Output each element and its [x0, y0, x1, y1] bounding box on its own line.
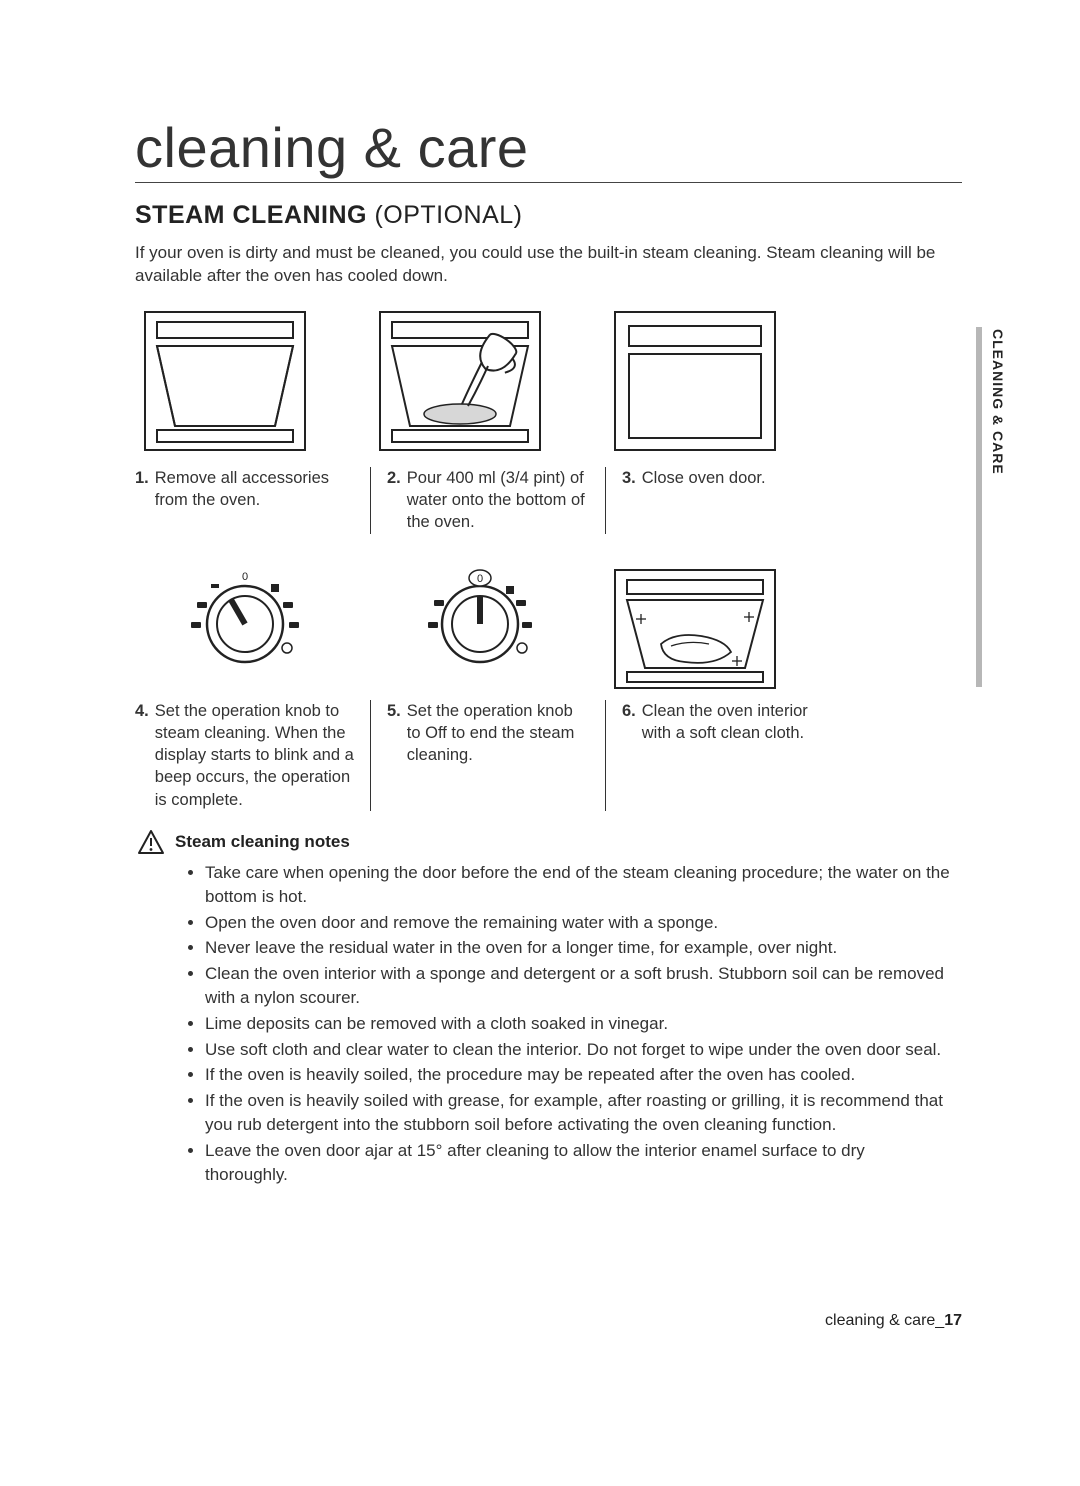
warning-icon — [137, 829, 165, 855]
section-heading: STEAM CLEANING (OPTIONAL) — [135, 201, 962, 230]
illustration-step-6 — [605, 566, 824, 694]
step-5: 5. Set the operation knob to Off to end … — [387, 700, 589, 767]
note-item: Use soft cloth and clear water to clean … — [205, 1038, 962, 1062]
notes-list: Take care when opening the door before t… — [135, 861, 962, 1186]
step-number: 4. — [135, 700, 149, 811]
step-text: Remove all accessories from the oven. — [155, 467, 354, 512]
note-item: Clean the oven interior with a sponge an… — [205, 962, 962, 1010]
section-tab-label: CLEANING & CARE — [990, 329, 1006, 475]
step-text: Close oven door. — [642, 467, 766, 489]
step-number: 1. — [135, 467, 149, 512]
illustration-step-2 — [370, 306, 589, 461]
notes-title: Steam cleaning notes — [175, 832, 350, 852]
step-text: Set the operation knob to Off to end the… — [407, 700, 589, 767]
note-item: Leave the oven door ajar at 15° after cl… — [205, 1139, 962, 1187]
page-footer: cleaning & care_17 — [825, 1312, 962, 1330]
footer-section: cleaning & care_ — [825, 1312, 944, 1329]
step-text: Clean the oven interior with a soft clea… — [642, 700, 824, 745]
step-4: 4. Set the operation knob to steam clean… — [135, 700, 354, 811]
note-item: Never leave the residual water in the ov… — [205, 936, 962, 960]
step-text: Pour 400 ml (3/4 pint) of water onto the… — [407, 467, 589, 534]
illustration-step-3 — [605, 306, 824, 461]
step-text: Set the operation knob to steam cleaning… — [155, 700, 354, 811]
illustration-step-5: 0 — [370, 566, 589, 694]
step-1: 1. Remove all accessories from the oven. — [135, 467, 354, 512]
svg-text:0: 0 — [241, 571, 247, 583]
heading-bold: STEAM CLEANING — [135, 201, 367, 229]
step-number: 6. — [622, 700, 636, 745]
step-2: 2. Pour 400 ml (3/4 pint) of water onto … — [387, 467, 589, 534]
illustration-step-4: 0 — [135, 566, 354, 694]
intro-text: If your oven is dirty and must be cleane… — [135, 242, 962, 288]
note-item: If the oven is heavily soiled with greas… — [205, 1089, 962, 1137]
step-3: 3. Close oven door. — [622, 467, 824, 489]
note-item: Lime deposits can be removed with a clot… — [205, 1012, 962, 1036]
page-title: cleaning & care — [135, 115, 962, 183]
footer-page-number: 17 — [944, 1312, 962, 1329]
svg-text:0: 0 — [476, 573, 482, 585]
heading-rest: (OPTIONAL) — [367, 201, 523, 229]
step-number: 2. — [387, 467, 401, 534]
step-number: 3. — [622, 467, 636, 489]
section-tab: CLEANING & CARE — [976, 327, 1002, 687]
step-6: 6. Clean the oven interior with a soft c… — [622, 700, 824, 745]
illustration-step-1 — [135, 306, 354, 461]
note-item: Open the oven door and remove the remain… — [205, 911, 962, 935]
note-item: If the oven is heavily soiled, the proce… — [205, 1063, 962, 1087]
step-number: 5. — [387, 700, 401, 767]
note-item: Take care when opening the door before t… — [205, 861, 962, 909]
